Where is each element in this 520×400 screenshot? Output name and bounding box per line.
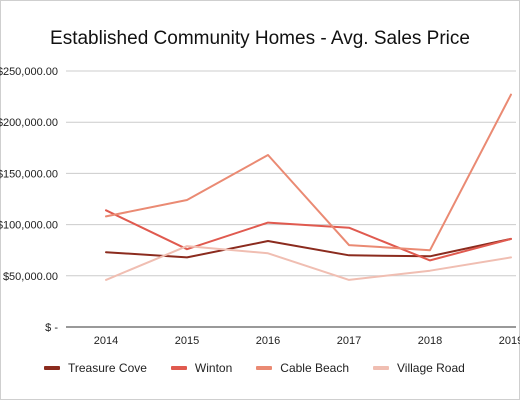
legend-item: Treasure Cove (44, 361, 147, 375)
x-tick-label: 2014 (94, 335, 118, 347)
legend-swatch (373, 366, 389, 370)
legend-label: Treasure Cove (68, 361, 147, 375)
x-tick-label: 2016 (256, 335, 280, 347)
legend: Treasure Cove Winton Cable Beach Village Ro… (44, 358, 489, 378)
legend-item: Village Road (373, 361, 465, 375)
x-tick-label: 2017 (337, 335, 361, 347)
y-axis-tick-labels: $ - $50,000.00 $100,000.00 $150,000.00 $200,… (0, 66, 58, 334)
legend-swatch (256, 366, 273, 370)
legend-item: Winton (170, 361, 233, 375)
legend-label: Winton (194, 361, 233, 375)
x-axis-tick-labels: 2014 2015 2016 2017 2018 2019 (94, 335, 520, 347)
legend-label: Cable Beach (280, 361, 349, 375)
x-tick-label: 2019 (499, 335, 520, 347)
y-tick-label: $200,000.00 (0, 117, 58, 129)
y-tick-label: $50,000.00 (3, 271, 58, 283)
series-line (105, 209, 512, 262)
legend-swatch (170, 366, 187, 370)
chart-title: Established Community Homes - Avg. Sales… (50, 28, 470, 49)
series-line (105, 93, 512, 252)
y-tick-label: $ - (45, 322, 58, 334)
x-tick-label: 2018 (418, 335, 442, 347)
gridlines (66, 70, 516, 328)
legend-swatch (44, 366, 60, 370)
y-tick-label: $100,000.00 (0, 220, 58, 232)
legend-item: Cable Beach (256, 361, 349, 375)
y-tick-label: $250,000.00 (0, 66, 58, 78)
series-line (105, 237, 512, 259)
series-line (105, 245, 512, 281)
legend-label: Village Road (397, 361, 465, 375)
x-tick-label: 2015 (175, 335, 199, 347)
series-lines (105, 93, 512, 281)
y-tick-label: $150,000.00 (0, 168, 58, 180)
